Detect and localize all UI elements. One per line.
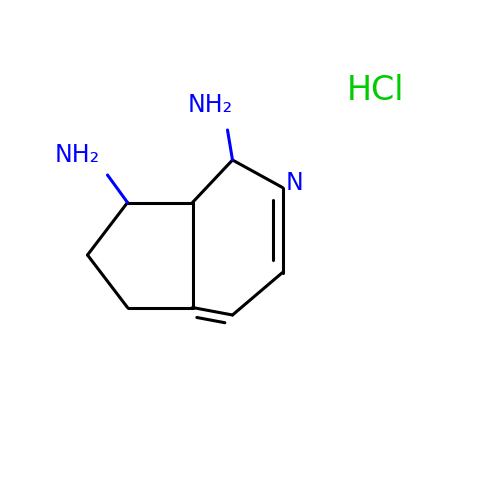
Text: N: N	[286, 170, 304, 194]
Text: HCl: HCl	[346, 74, 404, 106]
Text: NH₂: NH₂	[188, 93, 232, 117]
Text: NH₂: NH₂	[55, 143, 100, 167]
